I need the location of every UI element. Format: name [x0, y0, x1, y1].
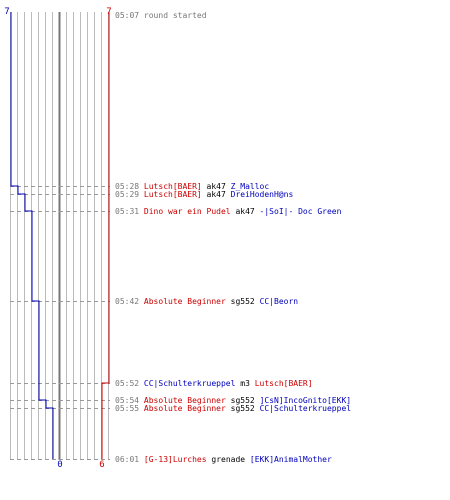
- victim-name: CC|Schulterkrueppel: [260, 404, 352, 413]
- killer-name: Absolute Beginner: [144, 404, 226, 413]
- weapon-name: ak47: [235, 207, 254, 216]
- log-row-kill: 06:01 [G-13]Lurches grenade [EKK]AnimalM…: [115, 455, 332, 464]
- event-time: 05:42: [115, 297, 139, 306]
- weapon-name: ak47: [207, 190, 226, 199]
- team-b-end-count: 6: [99, 460, 104, 470]
- victim-name: -|SoI|- Doc Green: [260, 207, 342, 216]
- log-row-kill: 05:55 Absolute Beginner sg552 CC|Schulte…: [115, 404, 351, 413]
- log-row-round-start: 05:07 round started: [115, 11, 207, 20]
- event-time: 05:52: [115, 379, 139, 388]
- killer-name: Lutsch[BAER]: [144, 190, 202, 199]
- event-text: round started: [144, 11, 207, 20]
- grid-lines: [10, 12, 109, 460]
- kill-log: 05:07 round started 05:28 Lutsch[BAER] ak…: [115, 11, 351, 464]
- victim-name: ]CsN]IncoGnito[EKK]: [260, 396, 352, 405]
- event-time: 05:07: [115, 11, 139, 20]
- killer-name: CC|Schulterkrueppel: [144, 379, 236, 388]
- weapon-name: grenade: [211, 455, 245, 464]
- event-time: 06:01: [115, 455, 139, 464]
- weapon-name: sg552: [231, 404, 255, 413]
- log-row-kill: 05:54 Absolute Beginner sg552 ]CsN]IncoG…: [115, 396, 351, 405]
- event-time: 05:29: [115, 190, 139, 199]
- event-time: 05:54: [115, 396, 139, 405]
- team-a-end-count: 0: [57, 460, 62, 470]
- team-a-alive-line: [10, 12, 54, 459]
- team-count-labels: 7 7 0 6: [4, 7, 111, 470]
- event-time: 05:55: [115, 404, 139, 413]
- killer-name: Absolute Beginner: [144, 396, 226, 405]
- killer-name: [G-13]Lurches: [144, 455, 207, 464]
- log-row-kill: 05:28 Lutsch[BAER] ak47 Z_Malloc: [115, 182, 269, 191]
- weapon-name: sg552: [231, 396, 255, 405]
- log-row-kill: 05:52 CC|Schulterkrueppel m3 Lutsch[BAER…: [115, 379, 313, 388]
- victim-name: CC|Beorn: [260, 297, 299, 306]
- alive-lines: [10, 12, 110, 459]
- weapon-name: ak47: [207, 182, 226, 191]
- victim-name: [EKK]AnimalMother: [250, 455, 332, 464]
- log-row-kill: 05:29 Lutsch[BAER] ak47 DreiHodenH@ns: [115, 190, 293, 199]
- victim-name: DreiHodenH@ns: [231, 190, 294, 199]
- team-b-start-count: 7: [106, 7, 111, 17]
- log-row-kill: 05:42 Absolute Beginner sg552 CC|Beorn: [115, 297, 298, 306]
- team-a-start-count: 7: [4, 7, 9, 17]
- weapon-name: m3: [240, 379, 250, 388]
- event-time: 05:28: [115, 182, 139, 191]
- team-b-alive-line: [101, 12, 110, 459]
- killer-name: Dino war ein Pudel: [144, 207, 231, 216]
- log-row-kill: 05:31 Dino war ein Pudel ak47 -|SoI|- Do…: [115, 207, 342, 216]
- killer-name: Absolute Beginner: [144, 297, 226, 306]
- victim-name: Lutsch[BAER]: [255, 379, 313, 388]
- killer-name: Lutsch[BAER]: [144, 182, 202, 191]
- weapon-name: sg552: [231, 297, 255, 306]
- victim-name: Z_Malloc: [231, 182, 270, 191]
- event-time: 05:31: [115, 207, 139, 216]
